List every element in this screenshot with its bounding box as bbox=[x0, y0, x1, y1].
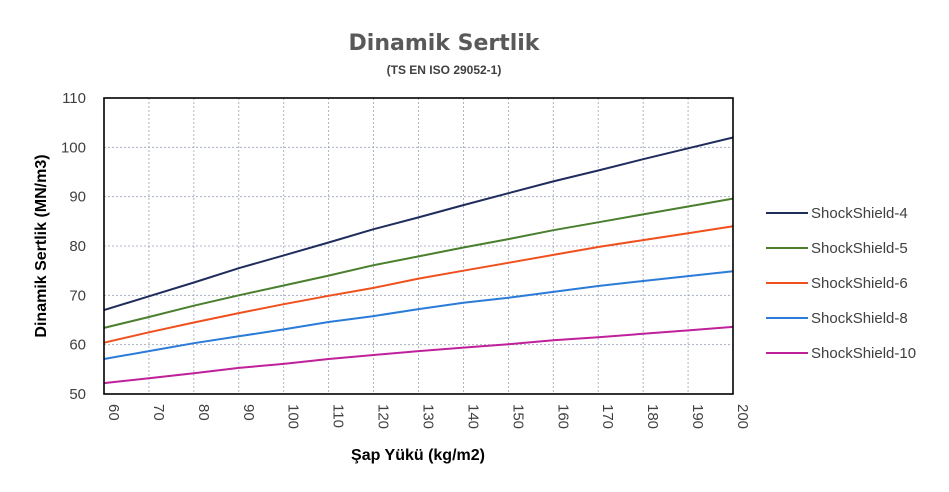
legend-label: ShockShield-5 bbox=[811, 240, 908, 257]
x-tick-label: 60 bbox=[105, 404, 122, 421]
y-tick-label: 80 bbox=[69, 238, 86, 255]
x-tick-label: 110 bbox=[330, 404, 347, 428]
legend-label: ShockShield-10 bbox=[811, 345, 916, 362]
y-axis-ticks: 50 60 70 80 90 100 110 bbox=[61, 90, 86, 403]
y-tick-label: 50 bbox=[69, 386, 86, 403]
y-tick-label: 70 bbox=[69, 287, 86, 304]
x-axis-ticks: 60 70 80 90 100 110 120 130 140 150 160 170 180 190 20… bbox=[105, 404, 751, 429]
legend-label: ShockShield-6 bbox=[811, 275, 908, 292]
x-tick-label: 200 bbox=[734, 404, 751, 429]
x-tick-label: 120 bbox=[375, 404, 392, 429]
legend-label: ShockShield-8 bbox=[811, 310, 908, 327]
legend-label: ShockShield-4 bbox=[811, 205, 908, 222]
x-tick-label: 180 bbox=[644, 404, 661, 429]
y-tick-label: 100 bbox=[61, 139, 86, 156]
plot-area-border bbox=[103, 97, 734, 395]
legend: ShockShield-4 ShockShield-5 ShockShield-6 S… bbox=[766, 205, 916, 362]
chart-subtitle: (TS EN ISO 29052-1) bbox=[387, 63, 502, 77]
series-line-shockshield-8 bbox=[103, 270, 734, 360]
y-tick-label: 60 bbox=[69, 337, 86, 354]
y-axis-label: Dinamik Sertlik (MN/m3) bbox=[33, 154, 50, 337]
x-tick-label: 150 bbox=[509, 404, 526, 429]
series-line-shockshield-6 bbox=[103, 225, 734, 344]
y-tick-label: 90 bbox=[69, 189, 86, 206]
x-tick-label: 130 bbox=[420, 404, 437, 429]
chart-title: Dinamik Sertlik bbox=[349, 31, 541, 56]
plot-grid bbox=[104, 98, 733, 394]
x-axis-label: Şap Yükü (kg/m2) bbox=[351, 447, 485, 464]
series-line-shockshield-10 bbox=[103, 325, 734, 385]
x-tick-label: 70 bbox=[150, 404, 167, 421]
x-tick-label: 140 bbox=[464, 404, 481, 429]
series-line-shockshield-5 bbox=[103, 197, 734, 329]
x-tick-label: 90 bbox=[240, 404, 257, 421]
series-lines bbox=[103, 136, 734, 385]
x-tick-label: 80 bbox=[195, 404, 212, 421]
series-line-shockshield-4 bbox=[103, 136, 734, 312]
y-tick-label: 110 bbox=[62, 90, 86, 107]
x-tick-label: 170 bbox=[599, 404, 616, 429]
x-tick-label: 190 bbox=[689, 404, 706, 429]
x-tick-label: 100 bbox=[285, 404, 302, 429]
x-tick-label: 160 bbox=[554, 404, 571, 429]
